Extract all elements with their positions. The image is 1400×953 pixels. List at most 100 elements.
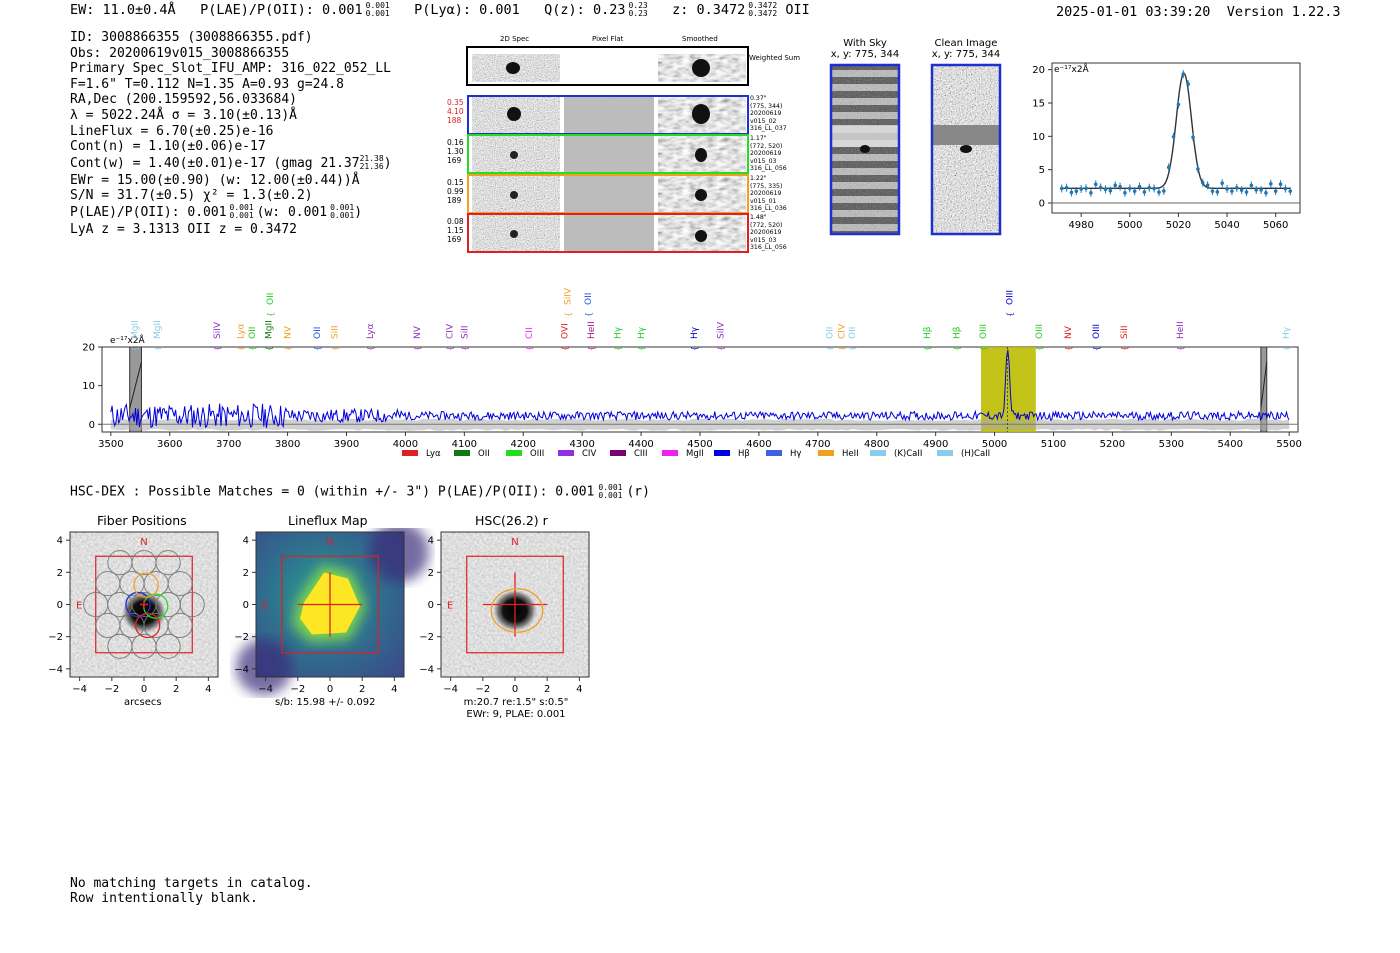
- zoom-x-tick-label: 5020: [1166, 220, 1191, 231]
- fiber-cutout-rows: [467, 95, 749, 253]
- panel-y-tick-label: −2: [419, 632, 434, 643]
- spectrum-line-label: HeII: [1176, 321, 1186, 339]
- header-plya: P(Lyα): 0.001: [414, 2, 520, 18]
- panel-y-tick-label: 4: [57, 536, 63, 547]
- zoom-data-point: [1157, 190, 1161, 194]
- zoom-data-point: [1137, 184, 1142, 189]
- spectrum-y-tick-label: 20: [82, 343, 95, 354]
- spectrum-line-label-bracket: {: [717, 346, 726, 351]
- weighted-sum-row: [466, 46, 749, 86]
- spectrum-line-label: Lyα: [236, 323, 246, 339]
- spectrum-x-tick-label: 3600: [157, 439, 182, 450]
- spectrum-x-tick-label: 4300: [569, 439, 594, 450]
- zoom-data-point: [1205, 183, 1210, 188]
- legend-label: Hβ: [738, 449, 750, 459]
- spectrum-line-label: OII: [848, 327, 858, 339]
- info-contw: Cont(w) = 1.40(±0.01)e-17 (gmag 21.3721.…: [70, 155, 392, 173]
- hsc-image-title: HSC(26.2) r: [475, 513, 548, 528]
- compass-north: N: [140, 537, 147, 548]
- panel-y-tick-label: 2: [428, 568, 434, 579]
- panel-y-tick-label: 0: [57, 600, 63, 611]
- zoom-data-point: [1176, 102, 1181, 107]
- legend-label: Hγ: [790, 449, 801, 459]
- fiber-circle: [167, 612, 193, 638]
- with-sky-image: [829, 63, 901, 236]
- fiber-positions-title: Fiber Positions: [97, 513, 187, 528]
- info-id: ID: 3008866355 (3008866355.pdf): [70, 30, 313, 45]
- spectrum-line-label: OIII: [979, 324, 989, 339]
- header-qz-sub: 0.23: [628, 9, 648, 18]
- spectrum-masked-region: [129, 346, 142, 433]
- zoom-data-point: [1147, 185, 1152, 190]
- header-qz-sup: 0.23: [628, 1, 648, 10]
- footer-line-2: Row intentionally blank.: [70, 891, 258, 906]
- spectrum-line-label-bracket: {: [446, 346, 455, 351]
- spectrum-frame: [101, 346, 1299, 433]
- panel-y-tick-label: −2: [234, 632, 249, 643]
- source-blob: [122, 591, 166, 634]
- spectrum-line-label-high-bracket: {: [266, 312, 275, 317]
- spectrum-line-label-bracket: {: [1282, 346, 1291, 351]
- spectrum-x-tick-label: 4000: [393, 439, 418, 450]
- zoom-data-point: [1239, 188, 1244, 192]
- header-plae-sup: 0.001: [365, 1, 390, 10]
- zoom-x-tick-label: 5060: [1263, 220, 1288, 231]
- imaging-panel-3: −4 −4 −2 −2 0 0 2 2 4 4 N E: [419, 531, 590, 695]
- spectrum-x-tick-label: 5500: [1276, 439, 1301, 450]
- spectrum-line-label-bracket: {: [1120, 346, 1129, 351]
- spectrum-line-label: OVI: [560, 323, 570, 339]
- cutout-row-details-2: 1.22" (775, 335) 20200619 v015_01 316_LL_036: [750, 175, 787, 213]
- info-fit: F=1.6" T=0.112 N=1.35 A=0.93 g=24.8: [70, 76, 344, 92]
- cutout-row-values-0: 0.35 4.10 188: [447, 98, 464, 125]
- spectrum-line-label-bracket: {: [837, 346, 846, 351]
- panel-x-tick-label: −2: [475, 684, 490, 695]
- spectrum-x-tick-label: 3700: [216, 439, 241, 450]
- header-plae-sub: 0.001: [365, 9, 390, 18]
- zoom-data-point: [1273, 189, 1278, 193]
- compass-east: E: [447, 601, 453, 612]
- panel-y-tick-label: 0: [428, 600, 434, 611]
- spectrum-x-tick-label: 4700: [805, 439, 830, 450]
- zoom-data-point: [1234, 186, 1239, 190]
- spectrum-line-label: MgII: [265, 320, 275, 339]
- spectrum-x-tick-label: 5400: [1218, 439, 1243, 450]
- hsc-summary-sup: 0.001: [598, 483, 623, 492]
- zoom-data-point: [1074, 189, 1079, 193]
- timestamp: 2025-01-01 03:39:20: [1056, 4, 1211, 20]
- zoom-data-point: [1264, 191, 1268, 195]
- panel-x-tick-label: −4: [72, 684, 87, 695]
- zoom-data-point: [1191, 135, 1195, 140]
- fiber-positions-xlabel: arcsecs: [124, 697, 162, 708]
- cutout-row-v2: 1.15: [447, 226, 464, 235]
- cutout-row-v3: 189: [447, 196, 462, 205]
- cutout-row-v3: 188: [447, 116, 462, 125]
- hsc-summary-text: HSC-DEX : Possible Matches = 0 (within +…: [70, 484, 595, 500]
- clean-image: [930, 63, 1002, 236]
- compass-north: N: [326, 537, 333, 548]
- zoom-data-point: [1244, 190, 1249, 194]
- info-plae: P(LAE)/P(OII): 0.001 0.001 0.001 (w: 0.001 0…: [70, 204, 392, 222]
- spectrum-line-label-bracket: {: [848, 346, 857, 351]
- cutout-row-details-1: 1.17" (772, 520) 20200619 v015_03 316_LL_056: [750, 135, 787, 173]
- hsc-aperture-ellipse: [490, 588, 544, 633]
- zoom-data-point: [1196, 167, 1200, 171]
- footer-line-1: No matching targets in catalog.: [70, 876, 313, 891]
- spectrum-line-label-high: OII: [266, 293, 276, 305]
- spectrum-line-label-high-bracket: {: [563, 312, 572, 317]
- panel-y-tick-label: −2: [48, 632, 63, 643]
- spectrum-line-label-bracket: {: [1064, 346, 1073, 351]
- legend-label: (H)CaII: [961, 449, 990, 459]
- legend-label: HeII: [842, 449, 859, 459]
- compass-east: E: [76, 601, 82, 612]
- clean-image-xy: x, y: 775, 344: [931, 49, 1001, 60]
- zoom-data-point: [1186, 82, 1190, 86]
- cutout-row-d4: v015_01: [750, 197, 777, 205]
- info-plae-close: ): [354, 204, 363, 220]
- hsc-summary-sub: 0.001: [598, 491, 623, 500]
- legend-swatch: [610, 450, 626, 456]
- clean-image-title-block: Clean Image x, y: 775, 344: [928, 38, 1004, 60]
- spectrum-line-label: SiII: [460, 325, 470, 339]
- zoom-data-point: [1113, 183, 1118, 188]
- fiber-circle-highlight: [125, 591, 151, 618]
- panel-x-tick-label: −4: [258, 684, 273, 695]
